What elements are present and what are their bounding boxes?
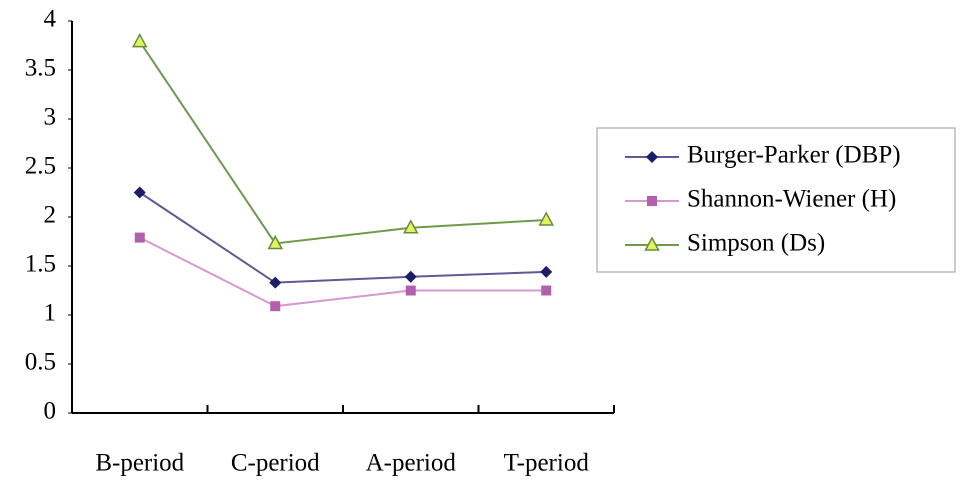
y-tick-label: 0 (44, 398, 57, 425)
x-tick-label: A-period (366, 450, 457, 477)
data-point (267, 234, 284, 250)
data-point (538, 211, 555, 226)
data-point (131, 33, 148, 48)
y-tick-label: 2 (44, 202, 57, 229)
x-tick-label: C-period (231, 450, 320, 477)
data-point (402, 219, 419, 234)
y-tick-label: 3.5 (25, 55, 56, 82)
x-tick-label: T-period (504, 450, 590, 477)
data-point (404, 270, 417, 283)
y-tick-label: 0.5 (25, 349, 56, 376)
legend-label: Simpson (Ds) (687, 230, 825, 257)
legend-label: Shannon-Wiener (H) (687, 186, 896, 213)
y-tick-label: 2.5 (25, 153, 56, 180)
x-tick-label: B-period (95, 450, 184, 477)
series-line (139, 236, 547, 308)
legend-marker (647, 196, 657, 206)
series-line (139, 191, 547, 284)
data-point (405, 285, 416, 296)
y-tick-label: 1 (44, 300, 57, 327)
legend-marker (644, 236, 660, 251)
data-point (541, 285, 552, 296)
y-tick-label: 3 (44, 104, 57, 131)
legend-marker (646, 151, 658, 163)
y-tick-label: 4 (44, 6, 57, 33)
data-point (134, 232, 145, 243)
data-point (133, 186, 146, 199)
legend-label: Burger-Parker (DBP) (687, 142, 901, 169)
data-point (270, 301, 281, 312)
series-line (138, 41, 547, 245)
data-point (269, 276, 282, 289)
y-tick-label: 1.5 (25, 251, 56, 278)
data-point (540, 265, 553, 278)
